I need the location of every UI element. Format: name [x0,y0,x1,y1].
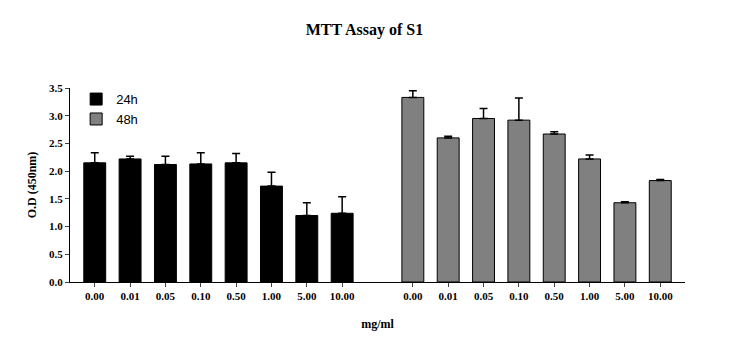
svg-text:1.00: 1.00 [262,290,282,302]
svg-text:1.0: 1.0 [49,220,63,232]
svg-text:5.00: 5.00 [615,290,635,302]
svg-text:O.D (450nm): O.D (450nm) [25,152,39,219]
svg-text:0.0: 0.0 [49,276,63,288]
svg-text:1.00: 1.00 [580,290,600,302]
svg-text:0.10: 0.10 [191,290,211,302]
svg-text:24h: 24h [116,92,138,107]
svg-text:3.5: 3.5 [49,82,63,94]
svg-text:0.01: 0.01 [120,290,139,302]
svg-text:mg/ml: mg/ml [361,317,394,331]
svg-text:3.0: 3.0 [49,110,63,122]
svg-text:0.05: 0.05 [156,290,176,302]
svg-text:2.5: 2.5 [49,137,63,149]
svg-text:0.50: 0.50 [545,290,565,302]
svg-text:48h: 48h [116,112,138,127]
svg-text:0.50: 0.50 [226,290,246,302]
svg-text:10.00: 10.00 [648,290,673,302]
svg-text:2.0: 2.0 [49,165,63,177]
svg-text:1.5: 1.5 [49,193,63,205]
svg-text:5.00: 5.00 [297,290,317,302]
svg-text:0.10: 0.10 [509,290,529,302]
svg-text:0.00: 0.00 [403,290,423,302]
svg-text:0.5: 0.5 [49,248,63,260]
svg-text:0.05: 0.05 [474,290,494,302]
svg-text:MTT Assay of S1: MTT Assay of S1 [306,21,424,39]
svg-text:10.00: 10.00 [330,290,355,302]
svg-text:0.01: 0.01 [439,290,458,302]
svg-text:0.00: 0.00 [85,290,105,302]
